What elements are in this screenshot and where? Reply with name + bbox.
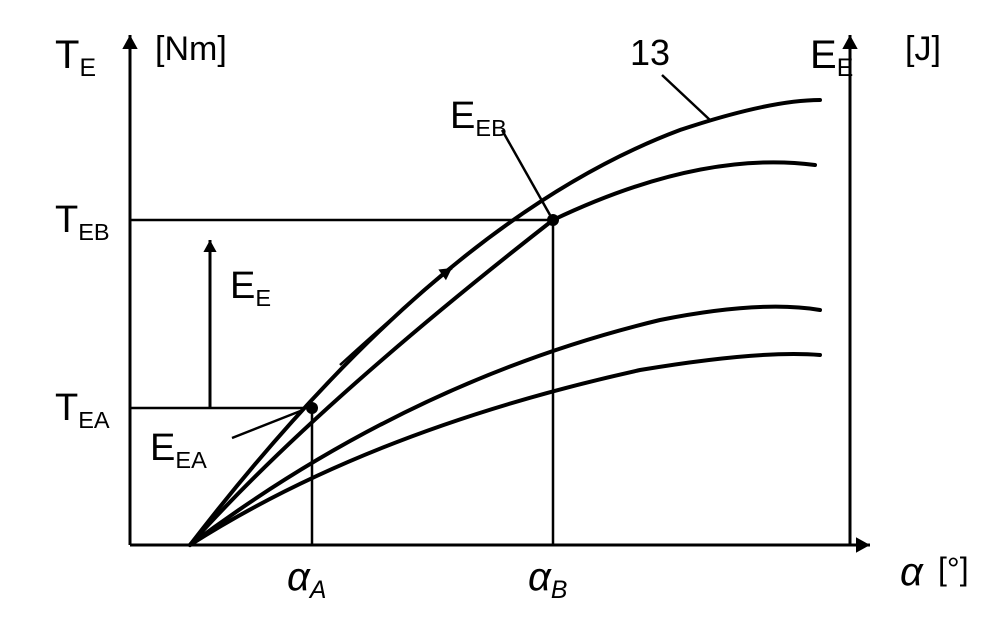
point-A [306,402,318,414]
point-B [547,214,559,226]
label-Nm: [Nm] [155,30,227,68]
label-deg: [°] [938,551,969,587]
label-J: [J] [905,30,941,68]
label-thirteen: 13 [630,32,670,73]
label-alpha-axis: α [900,550,924,594]
